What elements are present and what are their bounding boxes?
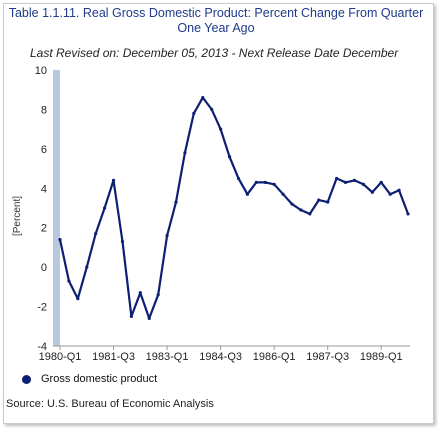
y-axis-band (53, 70, 60, 346)
x-tick-label: 1983-Q1 (146, 351, 189, 363)
data-point (343, 180, 348, 184)
data-point (361, 182, 365, 186)
data-point (129, 314, 133, 319)
x-tick-label: 1986-Q1 (253, 351, 296, 363)
y-tick-label: 4 (41, 183, 47, 195)
data-point (254, 180, 258, 184)
data-point (156, 293, 160, 297)
data-point (94, 232, 98, 236)
data-point (67, 279, 71, 283)
data-point (76, 297, 80, 301)
series-line-gdp (58, 96, 410, 320)
x-tick-label: 1980-Q1 (39, 351, 82, 363)
chart-frame (3, 3, 434, 424)
data-point (281, 192, 285, 196)
chart-title: Table 1.1.11. Real Gross Domestic Produc… (8, 6, 424, 35)
data-point (245, 192, 249, 196)
data-point (147, 316, 151, 320)
y-tick-label: -2 (37, 302, 47, 314)
legend-marker (22, 374, 31, 384)
data-point (201, 96, 205, 100)
data-point (263, 180, 267, 184)
data-point (174, 200, 178, 204)
x-tick-label: 1989-Q1 (360, 351, 403, 363)
data-point (183, 151, 187, 155)
data-point (192, 111, 196, 115)
source-note: Source: U.S. Bureau of Economic Analysis (6, 398, 214, 410)
data-point (165, 234, 169, 238)
chart-subtitle: Last Revised on: December 05, 2013 - Nex… (30, 46, 399, 60)
data-point (397, 188, 401, 192)
y-tick-label: 6 (41, 144, 47, 156)
data-point (308, 212, 312, 216)
x-tick-label: 1981-Q3 (92, 351, 135, 363)
y-tick-label: -4 (37, 341, 47, 353)
data-point (236, 176, 241, 181)
x-tick-label: 1987-Q3 (306, 351, 349, 363)
legend: Gross domestic product (22, 373, 157, 385)
data-point (335, 176, 339, 181)
data-point (210, 107, 214, 112)
legend-label: Gross domestic product (41, 373, 158, 385)
data-point (352, 178, 357, 182)
data-point (111, 178, 116, 182)
data-point (103, 206, 107, 210)
data-point (406, 212, 410, 216)
data-point (388, 192, 392, 196)
data-point (317, 198, 321, 202)
data-point (120, 239, 125, 244)
y-tick-label: 10 (35, 65, 47, 77)
data-point (85, 265, 89, 269)
data-point (58, 237, 62, 242)
data-point (272, 182, 276, 186)
data-point (326, 200, 330, 204)
data-point (219, 127, 223, 131)
data-point (290, 202, 294, 206)
data-point (370, 190, 374, 194)
y-tick-label: 8 (41, 104, 47, 116)
y-axis-label: [Percent] (12, 196, 23, 236)
data-point (138, 291, 142, 295)
y-tick-label: 0 (41, 262, 47, 274)
data-point (299, 208, 303, 212)
data-point (227, 155, 232, 159)
y-tick-label: 2 (41, 223, 47, 235)
x-tick-label: 1984-Q3 (199, 351, 242, 363)
data-point (379, 180, 383, 184)
